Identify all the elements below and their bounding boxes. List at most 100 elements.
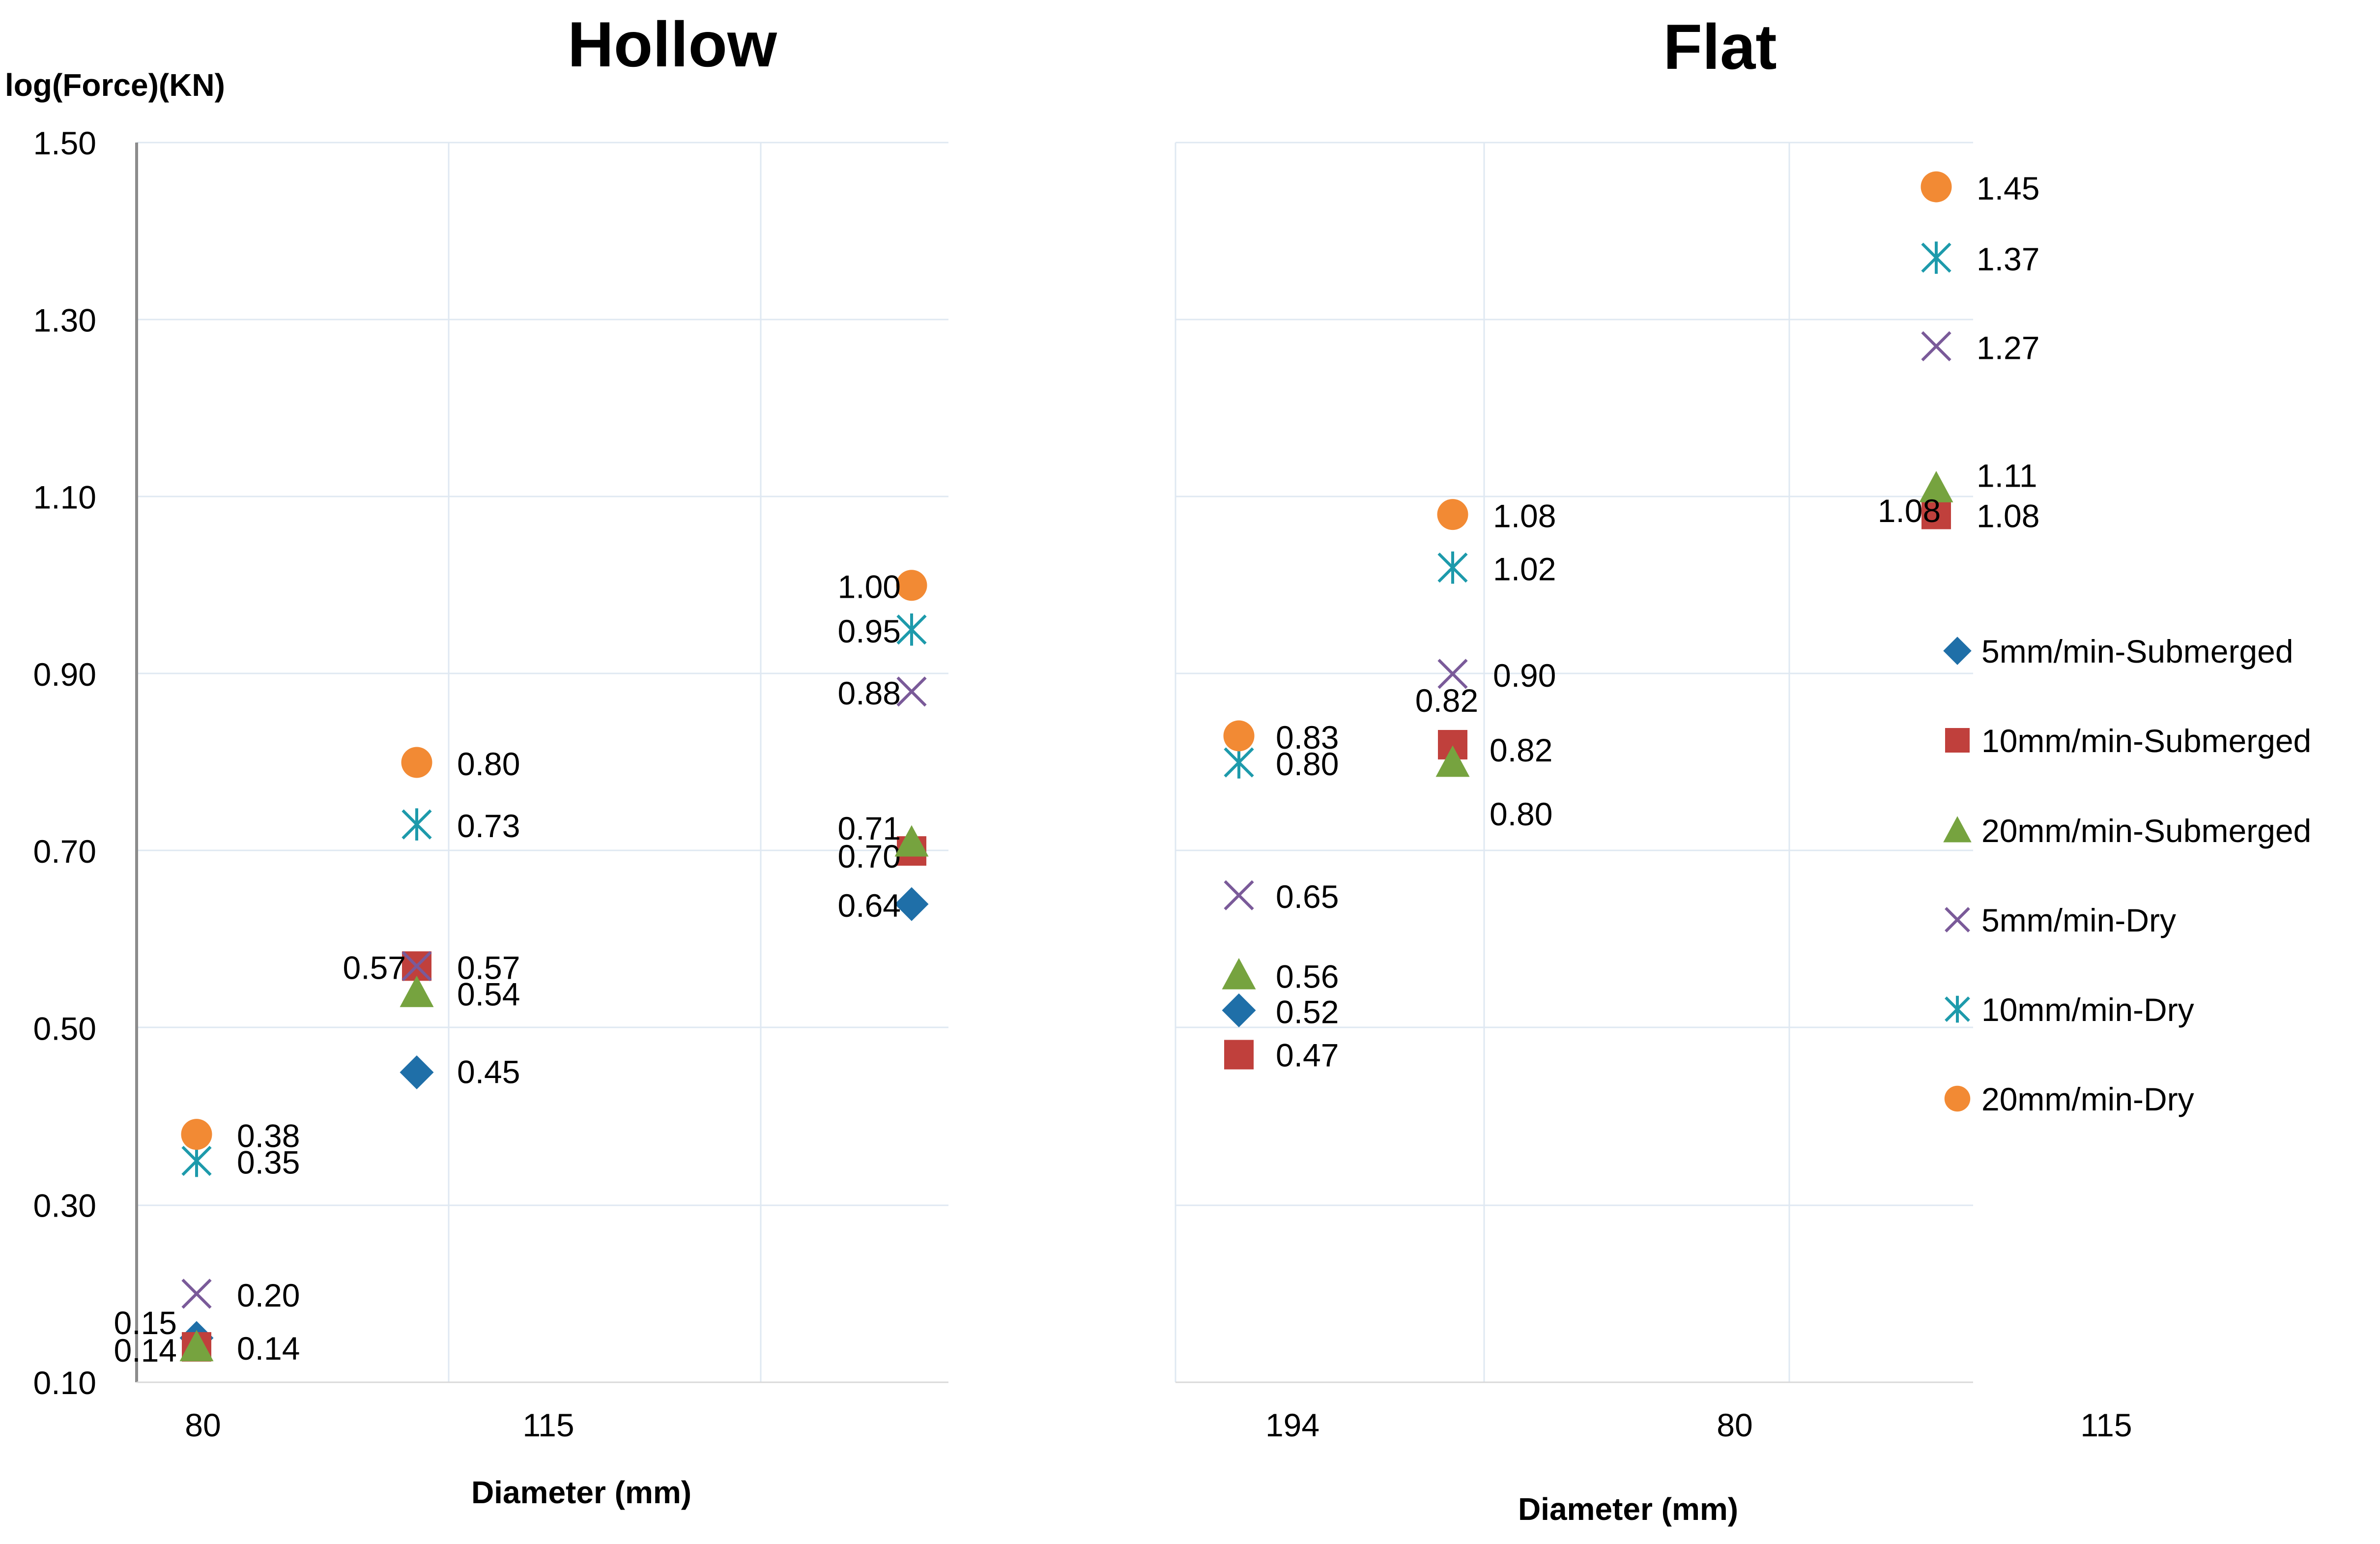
flat-point-star [1921, 241, 1951, 274]
flat-point-circle [1223, 720, 1255, 752]
hollow-data-label: 0.54 [457, 976, 520, 1012]
flat-x-tick-label: 80 [1717, 1407, 1752, 1443]
hollow-point-triangle [179, 1330, 214, 1362]
y-tick-label: 0.30 [33, 1188, 96, 1224]
flat-point-square [1224, 1040, 1254, 1070]
hollow-data-label: 0.71 [838, 810, 901, 846]
hollow-data-label: 1.00 [838, 569, 901, 605]
flat-point-x [1437, 659, 1468, 689]
flat-point-circle [1437, 499, 1468, 530]
flat-data-label: 0.65 [1276, 878, 1339, 915]
legend-entry-label: 20mm/min-Submerged [1981, 813, 2311, 849]
y-axis-title: log(Force)(KN) [5, 67, 225, 103]
flat-data-label: 0.47 [1276, 1037, 1339, 1073]
hollow-data-label: 0.45 [457, 1054, 520, 1090]
flat-point-x [1224, 880, 1254, 910]
legend-marker-square [1945, 728, 1970, 753]
y-tick-label: 1.10 [33, 479, 96, 516]
hollow-point-diamond [400, 1055, 434, 1089]
hollow-data-label: 0.15 [114, 1305, 177, 1341]
flat-x-tick-label: 194 [1265, 1407, 1319, 1443]
flat-point-diamond [1222, 993, 1256, 1027]
flat-data-label: 0.83 [1276, 719, 1339, 756]
hollow-point-star [181, 1144, 212, 1177]
flat-data-label: 0.80 [1490, 796, 1552, 832]
hollow-point-star [896, 613, 927, 646]
hollow-data-label: 0.80 [457, 746, 520, 782]
y-tick-label: 0.70 [33, 833, 96, 870]
legend-entry-label: 5mm/min-Dry [1981, 902, 2176, 938]
flat-data-label: 1.08 [1977, 498, 2039, 534]
legend-entry-label: 10mm/min-Submerged [1981, 723, 2311, 759]
hollow-x-tick-label: 80 [185, 1407, 221, 1443]
flat-data-label: 0.90 [1493, 657, 1556, 694]
hollow-point-circle [401, 747, 432, 778]
y-tick-label: 1.50 [33, 125, 96, 161]
flat-point-triangle [1222, 958, 1256, 990]
flat-point-triangle [1919, 471, 1953, 502]
flat-point-square [1921, 499, 1951, 529]
hollow-point-triangle [400, 975, 434, 1007]
flat-data-label-extra: 1.08 [1878, 493, 1941, 529]
hollow-point-triangle [894, 825, 929, 857]
flat-data-label: 0.82 [1490, 732, 1552, 768]
hollow-data-label: 0.35 [237, 1144, 300, 1181]
flat-data-label: 1.08 [1493, 498, 1556, 534]
flat-point-circle [1921, 171, 1952, 203]
flat-point-star [1437, 551, 1468, 584]
hollow-data-label: 0.57 [343, 949, 406, 986]
hollow-point-circle [181, 1119, 212, 1150]
flat-data-label: 1.11 [1977, 458, 2037, 494]
flat-point-triangle [1435, 745, 1470, 777]
hollow-data-label: 0.14 [114, 1332, 177, 1369]
legend-marker-star [1945, 995, 1970, 1023]
flat-data-label: 1.37 [1977, 241, 2039, 277]
hollow-chart-title: Hollow [568, 8, 777, 80]
legend-entry-label: 20mm/min-Dry [1981, 1081, 2194, 1117]
hollow-data-label: 0.38 [237, 1118, 300, 1154]
hollow-data-label: 0.57 [457, 949, 520, 986]
hollow-data-label: 0.70 [838, 838, 901, 874]
y-tick-label: 1.30 [33, 302, 96, 338]
hollow-point-x [181, 1279, 212, 1309]
hollow-x-axis-title: Diameter (mm) [471, 1475, 691, 1510]
hollow-data-label: 0.20 [237, 1277, 300, 1313]
flat-data-label: 1.02 [1493, 551, 1556, 587]
flat-point-star [1224, 746, 1254, 779]
hollow-data-label: 0.14 [237, 1330, 300, 1367]
hollow-data-label: 0.64 [838, 887, 901, 924]
flat-data-label: 1.27 [1977, 329, 2039, 366]
flat-data-label: 0.52 [1276, 993, 1339, 1030]
legend-entry-label: 10mm/min-Dry [1981, 991, 2194, 1028]
flat-data-label: 0.56 [1276, 958, 1339, 994]
flat-chart-title: Flat [1663, 11, 1777, 83]
hollow-data-label: 0.95 [838, 613, 901, 649]
hollow-point-diamond [894, 887, 929, 921]
legend-marker-x [1945, 907, 1970, 932]
hollow-point-x [896, 676, 927, 707]
legend-marker-circle [1944, 1085, 1971, 1112]
flat-x-tick-label: 115 [2080, 1407, 2132, 1443]
hollow-x-tick-label: 115 [522, 1407, 574, 1443]
hollow-point-x [401, 951, 432, 981]
flat-plot-area: 194 80 115 0.52 0.47 0.82 1.08 0.56 0.80 1.11 0.65… [1175, 142, 2132, 1443]
hollow-point-circle [896, 570, 927, 601]
hollow-data-label: 0.88 [838, 675, 901, 711]
flat-point-x [1921, 331, 1951, 361]
legend-marker-triangle [1943, 816, 1972, 843]
hollow-point-star [401, 808, 432, 841]
legend: 5mm/min-Submerged 10mm/min-Submerged 20mm/… [1943, 633, 2311, 1117]
legend-entry-label: 5mm/min-Submerged [1981, 633, 2294, 670]
legend-marker-diamond [1943, 637, 1972, 665]
y-tick-label: 0.10 [33, 1365, 96, 1401]
hollow-data-label: 0.73 [457, 808, 520, 844]
flat-data-label-extra: 0.82 [1415, 682, 1478, 719]
flat-x-axis-title: Diameter (mm) [1518, 1491, 1738, 1527]
hollow-plot-area: 0.10 0.30 0.50 0.70 0.90 1.10 1.30 1.50 80 115 0.1… [33, 125, 948, 1443]
y-tick-label: 0.90 [33, 656, 96, 693]
flat-data-label: 1.45 [1977, 170, 2039, 206]
flat-data-label: 0.80 [1276, 746, 1339, 782]
y-tick-label: 0.50 [33, 1010, 96, 1047]
